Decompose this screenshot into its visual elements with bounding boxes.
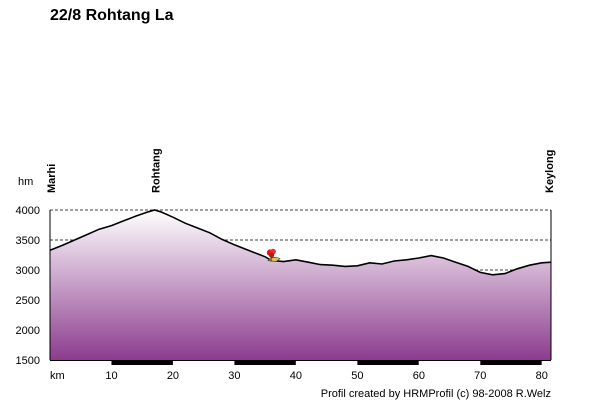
y-tick-label: 2000 — [16, 325, 40, 337]
x-axis-scale-segment — [295, 361, 358, 365]
x-axis-scale-segment — [357, 361, 419, 365]
x-tick-label: 60 — [413, 370, 425, 382]
place-label-marhi: Marhi — [46, 164, 58, 193]
y-tick-label: 1500 — [16, 355, 40, 367]
place-labels: Marhi Rohtang Keylong — [46, 148, 556, 193]
x-tick-label: 80 — [536, 370, 548, 382]
elevation-area — [50, 210, 551, 360]
x-axis-scale-segment — [234, 361, 296, 365]
x-tick-label: 10 — [105, 370, 117, 382]
marker — [266, 248, 281, 262]
x-axis-unit-label: km — [50, 370, 65, 382]
x-axis-scale-segment — [418, 361, 481, 365]
x-axis-scale-segment — [172, 361, 235, 365]
x-axis-scale-segment — [111, 361, 173, 365]
x-tick-label: 50 — [351, 370, 363, 382]
y-tick-label: 2500 — [16, 295, 40, 307]
marker-petal — [268, 252, 275, 258]
x-axis-scale-segment — [50, 361, 112, 365]
x-tick-label: 70 — [474, 370, 486, 382]
y-tick-label: 3000 — [16, 265, 40, 277]
chart-title: 22/8 Rohtang La — [50, 7, 174, 24]
y-tick-label: 4000 — [16, 205, 40, 217]
y-axis-unit-label: hm — [18, 176, 33, 188]
flower-icon — [266, 248, 281, 262]
elevation-line — [49, 209, 552, 276]
x-axis-scale-segment — [480, 361, 542, 365]
credit-text: Profil created by HRMProfil (c) 98-2008 … — [321, 388, 551, 400]
x-tick-label: 40 — [290, 370, 302, 382]
place-label-keylong: Keylong — [544, 150, 556, 193]
place-label-rohtang: Rohtang — [151, 148, 163, 193]
x-tick-label: 30 — [228, 370, 240, 382]
x-axis-scale-segment — [541, 361, 551, 365]
x-tick-label: 20 — [167, 370, 179, 382]
axes: 1500 2000 2500 3000 3500 4000 10 20 30 40 50 60 70 80 — [16, 205, 552, 382]
y-tick-label: 3500 — [16, 235, 40, 247]
